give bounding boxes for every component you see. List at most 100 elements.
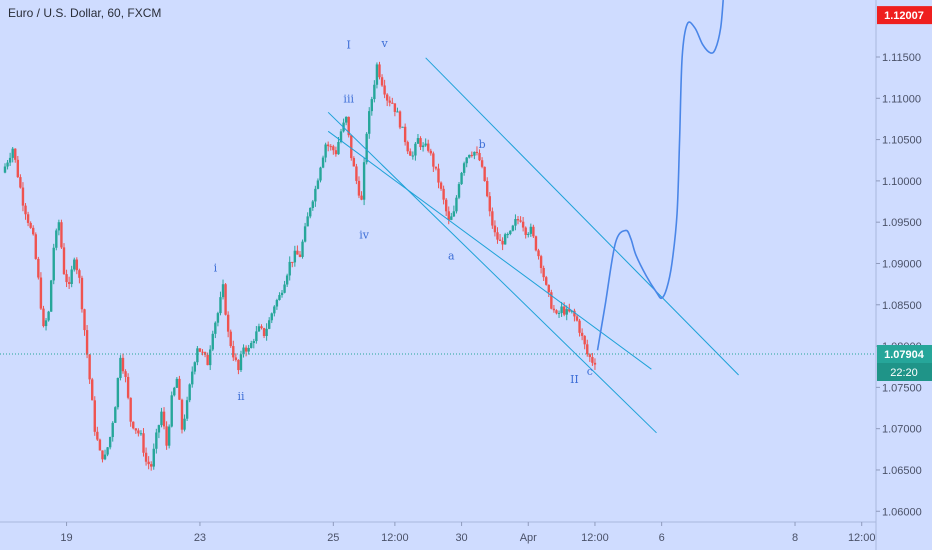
candlestick [83,308,86,336]
candlestick [165,421,168,450]
candle-body [121,357,125,372]
candle-body [57,222,61,231]
candle-body [288,261,291,276]
time-tick-label: 25 [327,532,339,544]
candlestick [129,397,132,427]
candle-body [319,167,322,181]
candle-body [398,111,402,128]
candlestick [383,79,386,99]
price-tick-label: 1.06000 [882,506,922,518]
candlestick [137,428,140,437]
candle-body [419,138,422,148]
candlestick [44,318,48,331]
candlestick [552,304,556,313]
wave-label[interactable]: b [479,138,486,151]
candlestick [206,352,209,366]
candlestick [524,226,527,239]
wave-label[interactable]: ii [237,390,245,403]
price-axis[interactable]: 1.11500 1.11000 1.10500 1.10000 1.09500 1.090… [876,6,932,518]
candlestick [247,344,250,355]
candle-body [283,284,286,293]
candlestick [480,157,484,169]
candlestick [329,144,332,151]
candle-body [534,236,538,251]
wave-label[interactable]: I [347,39,351,52]
candle-body [211,333,214,350]
wave-label[interactable]: i [214,262,218,275]
time-tick-label: 12:00 [381,532,409,544]
candlestick [591,352,594,366]
candle-body [167,426,171,446]
candle-body [491,211,494,226]
candle-body [475,151,479,154]
candlestick [216,311,220,327]
candlestick [224,282,227,316]
candle-body [91,379,94,401]
candle-body [8,157,12,163]
candle-body [278,295,281,301]
candle-body [421,145,425,148]
candlestick [462,161,466,176]
candle-body [406,142,409,152]
channel-mid-line[interactable] [327,130,652,370]
projection-curve[interactable] [596,0,724,351]
time-tick-label: 12:00 [581,532,609,544]
wave-label[interactable]: v [381,37,389,50]
candlestick [465,156,468,168]
candlestick [37,256,40,280]
candlestick [93,396,96,436]
candle-body [337,142,340,155]
candlestick [255,326,258,344]
candle-body [388,100,391,103]
time-axis[interactable]: 19 23 25 12:00 30 Apr 12:00 6 8 12:00 [60,522,875,544]
candle-body [439,182,443,189]
candle-body [516,219,520,221]
channel-upper-line[interactable] [425,57,739,376]
candlestick [385,93,389,107]
countdown-badge [877,363,932,382]
time-tick-label: 19 [60,532,72,544]
candlestick [24,203,27,220]
wave-label[interactable]: II [570,373,579,386]
candlestick [565,305,568,321]
channel-lower-line[interactable] [327,111,657,434]
candlestick [278,292,281,301]
candle-body [444,199,448,212]
wave-label[interactable]: a [448,249,455,262]
candle-body [193,362,197,372]
candlestick [144,447,148,466]
candlestick [6,159,9,170]
candlestick [439,181,443,191]
candle-body [257,326,261,332]
candle-body [483,166,486,182]
candlestick [229,329,232,348]
candlestick [450,212,453,221]
candlestick [509,230,512,236]
candlestick [498,233,502,241]
candle-body [129,397,132,422]
candlestick [457,181,461,200]
candlestick [155,428,158,454]
candle-body [37,258,40,278]
candlestick [173,386,176,397]
candle-body [580,332,584,336]
candlestick [34,232,37,260]
wave-label[interactable]: iii [343,92,354,105]
candle-body [306,216,309,227]
candlestick [209,345,212,371]
candlestick [124,369,127,383]
candle-body [424,143,427,146]
candlestick [42,305,45,328]
wave-label[interactable]: c [587,365,593,378]
candlestick [362,157,366,206]
candle-body [316,180,320,189]
wave-label[interactable]: iv [359,229,370,242]
candlestick [414,142,417,161]
candle-body [96,431,99,440]
candlestick [303,222,307,243]
candlestick [547,284,550,297]
candle-body [6,162,9,167]
candle-body [49,280,53,312]
